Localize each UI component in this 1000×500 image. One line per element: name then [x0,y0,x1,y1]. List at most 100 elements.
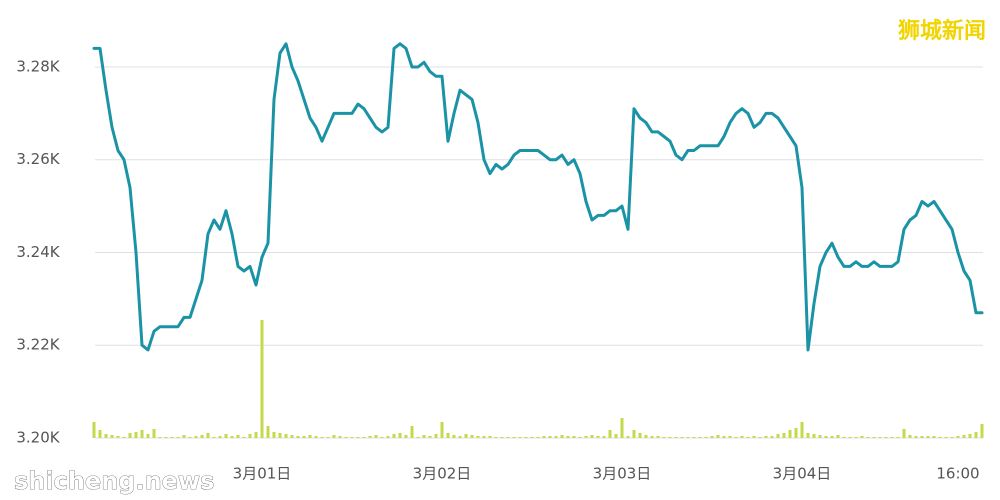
y-tick-label: 3.26K [16,150,60,168]
volume-bar [638,433,642,438]
volume-bar [92,422,96,438]
volume-bar [308,435,312,438]
volume-bar [770,436,774,438]
volume-bar [260,320,264,438]
volume-bar [128,433,132,438]
volume-bar [908,435,912,438]
volume-bar [398,433,402,438]
volume-bar [788,430,792,438]
volume-bar [674,437,678,438]
volume-bar [728,436,732,438]
volume-bar [362,437,366,438]
volume-bar [464,434,468,438]
volume-bar [824,436,828,438]
volume-bar [488,436,492,438]
volume-bar [482,436,486,438]
volume-bar [746,437,750,438]
volume-bar [974,432,978,438]
volume-bar [224,434,228,438]
volume-bar [932,436,936,438]
volume-bar [614,434,618,438]
volume-bar [758,437,762,438]
volume-bar [896,437,900,438]
volume-bar [680,437,684,438]
volume-bar [920,436,924,438]
y-tick-label: 3.28K [16,57,60,75]
volume-bar [590,435,594,438]
volume-bar [938,437,942,438]
volume-bar [692,437,696,438]
volume-bar [752,436,756,438]
volume-bar [122,437,126,438]
volume-bar [632,430,636,438]
volume-bar [332,435,336,438]
volume-bar [818,435,822,438]
volume-bar [476,436,480,438]
volume-bar [314,436,318,438]
volume-bar [962,435,966,438]
y-tick-label: 3.20K [16,429,60,447]
volume-bar [644,435,648,438]
x-tick-label: 16:00 [936,465,979,483]
volume-bar [668,437,672,438]
volume-bar [650,436,654,438]
volume-bar [326,437,330,438]
volume-bar [662,437,666,438]
volume-bar [164,437,168,438]
volume-bar [248,434,252,438]
volume-bar [356,437,360,438]
volume-bar [428,436,432,438]
volume-bar [794,428,798,438]
volume-bar [110,435,114,438]
volume-bar [836,435,840,438]
volume-bar [278,433,282,438]
volume-bar [560,435,564,438]
volume-bar [212,437,216,438]
volume-bar [458,436,462,438]
volume-bar [572,436,576,438]
volume-bar [290,435,294,438]
volume-bar [704,437,708,438]
volume-bar [872,437,876,438]
volume-bar [422,435,426,438]
volume-bar [530,437,534,438]
volume-bar [512,437,516,438]
volume-bar [452,435,456,438]
volume-bar [182,435,186,438]
volume-bar [698,437,702,438]
volume-bar [584,436,588,438]
volume-bar [416,437,420,438]
volume-bar [890,437,894,438]
volume-bar [410,426,414,438]
volume-bar [608,430,612,438]
volume-bar [392,434,396,438]
volume-bar [152,429,156,438]
volume-bar [764,436,768,438]
volume-bar [968,434,972,438]
volume-bar [116,436,120,438]
volume-bar [302,436,306,438]
volume-bar [902,429,906,438]
volume-bar [944,437,948,438]
volume-bar [914,436,918,438]
volume-bar [158,437,162,438]
volume-bar [812,434,816,438]
volume-bar [716,435,720,438]
volume-bar [842,437,846,438]
volume-bar [134,432,138,438]
volume-bar [884,437,888,438]
volume-bar [548,436,552,438]
volume-bar [686,437,690,438]
x-tick-label: 3月04日 [773,465,832,483]
volume-bar [554,436,558,438]
volume-bar [368,436,372,438]
volume-bar [926,436,930,438]
volume-bar [536,437,540,438]
volume-bar [830,436,834,438]
volume-bar [542,436,546,438]
volume-bar [350,437,354,438]
volume-bar [140,430,144,438]
volume-bar [980,424,984,438]
volume-bar [320,437,324,438]
